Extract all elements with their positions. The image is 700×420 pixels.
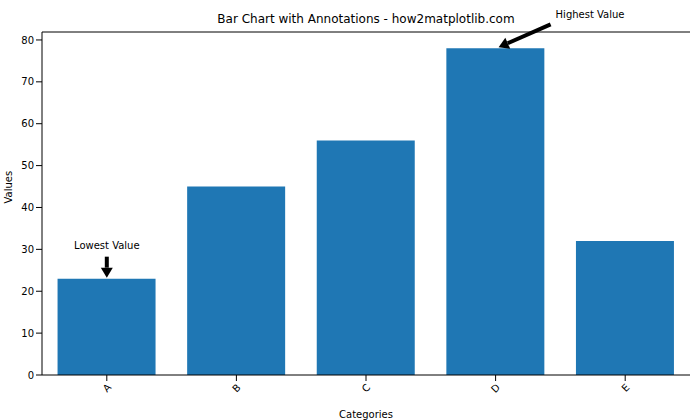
svg-text:Highest Value: Highest Value [556,9,625,20]
svg-text:Categories: Categories [339,409,393,420]
svg-text:40: 40 [21,202,34,213]
svg-text:D: D [489,381,502,394]
svg-text:80: 80 [21,35,34,46]
svg-text:50: 50 [21,160,34,171]
svg-text:20: 20 [21,286,34,297]
svg-text:10: 10 [21,328,34,339]
svg-text:C: C [360,382,373,395]
svg-text:A: A [101,382,114,395]
svg-text:E: E [619,382,631,394]
svg-text:60: 60 [21,118,34,129]
html-text:Bar Chart with Annotations - h: Bar Chart with Annotations - how2matplot… [217,12,515,26]
svg-text:30: 30 [21,244,34,255]
svg-text:Values: Values [8,171,14,204]
svg-text:0: 0 [28,370,34,381]
svg-text:B: B [230,382,243,395]
svg-text:Lowest Value: Lowest Value [74,240,140,251]
svg-text:70: 70 [21,76,34,87]
